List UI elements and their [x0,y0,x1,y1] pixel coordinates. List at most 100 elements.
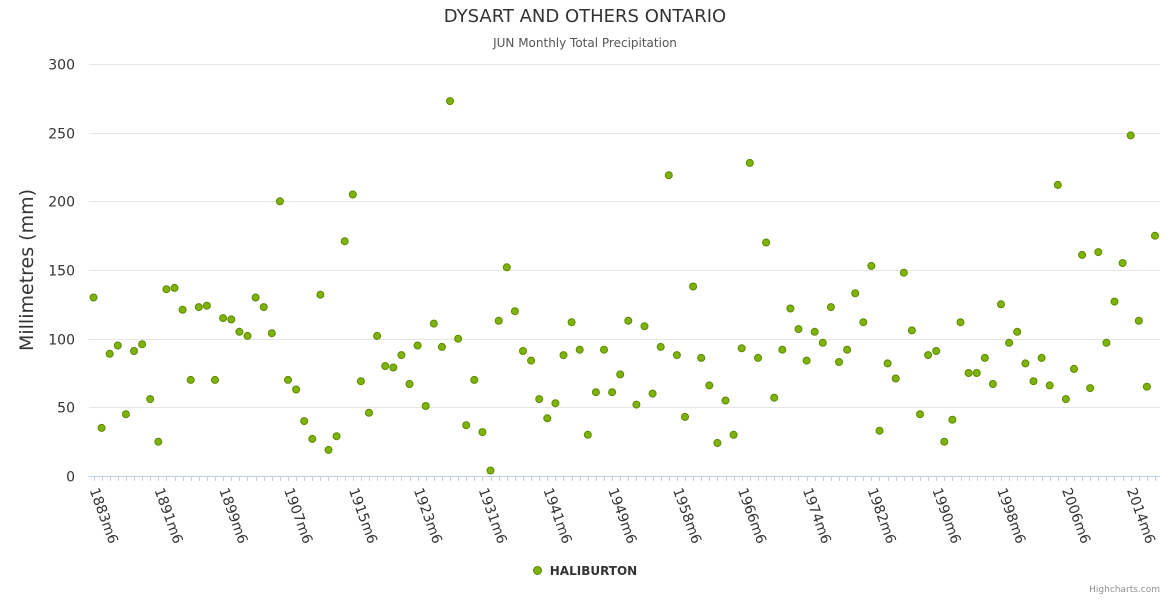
data-point [486,466,495,475]
x-tick-label: 1915m6 [345,486,380,546]
data-point [397,351,406,360]
data-point [519,347,527,355]
data-point [1102,338,1111,347]
data-point [470,375,479,384]
data-point [502,263,511,272]
data-point [624,316,633,325]
data-point [543,414,552,423]
data-point [745,158,754,167]
data-point [1086,384,1095,393]
data-point [1126,131,1135,140]
y-tick-label: 300 [48,58,75,74]
x-tick-label: 1923m6 [410,486,445,546]
x-tick-label: 1883m6 [86,486,121,546]
data-point [97,423,106,432]
data-point [186,375,195,384]
data-point [1045,381,1054,390]
data-point [916,410,924,419]
data-point [964,369,973,377]
data-point [1013,327,1022,336]
data-point [600,345,608,354]
data-point [267,329,276,338]
data-point [121,410,130,419]
data-point [778,345,787,354]
data-point [940,437,949,446]
data-point [737,344,746,353]
data-point [105,349,114,358]
data-point [462,421,471,430]
y-tick-label: 200 [48,195,75,211]
y-axis-title: Millimetres (mm) [16,189,38,351]
data-point [583,430,592,439]
data-point [527,356,536,365]
data-point [899,268,908,277]
legend-label: HALIBURTON [549,564,638,578]
credits-link[interactable]: Highcharts.com [1089,585,1160,595]
data-point [956,318,965,327]
data-point [794,325,803,334]
chart-subtitle: JUN Monthly Total Precipitation [493,36,677,50]
y-tick-label: 100 [48,333,75,349]
data-point [551,399,560,408]
data-point [235,327,244,336]
data-point [859,318,868,327]
data-point [1094,248,1103,257]
legend-marker-icon [532,566,542,575]
data-point [454,334,463,343]
data-point [308,434,317,443]
data-point [616,370,625,379]
data-point [211,375,219,384]
data-point [932,347,941,355]
data-point [1061,395,1070,404]
data-point [170,283,179,292]
data-point [89,293,98,302]
data-point [535,395,544,404]
data-point [478,428,487,437]
data-point [608,388,617,397]
data-point [559,351,568,360]
data-point [729,430,738,439]
data-point [113,341,122,350]
data-point [340,237,349,246]
data-point [1070,364,1078,373]
data-point [300,417,309,426]
data-point [1110,297,1119,306]
data-point [567,318,576,327]
x-tick-label: 1907m6 [280,486,315,546]
data-point [446,97,454,106]
y-tick-label: 250 [48,127,75,143]
data-point [348,190,357,199]
data-point [421,402,430,410]
y-tick-label: 150 [48,264,75,280]
data-point [1005,338,1014,347]
data-point [713,439,722,447]
x-tick-label: 1941m6 [540,486,575,546]
data-point [251,293,260,302]
data-point [194,303,203,312]
data-point [202,301,211,310]
data-point [632,400,641,409]
data-point [648,389,657,398]
data-point [1142,382,1151,391]
data-point [1037,353,1046,362]
data-point [324,445,333,454]
x-tick-label: 1958m6 [669,486,704,546]
data-point [640,322,649,331]
data-point [1029,377,1038,386]
data-point [705,381,714,390]
data-point [130,347,138,355]
data-point [284,375,292,384]
data-point [373,331,382,340]
data-point [429,319,438,328]
data-point [332,432,341,441]
data-point [292,385,301,394]
data-point [510,307,519,316]
y-tick-label: 0 [66,470,75,486]
data-point [219,314,228,323]
data-point [689,282,698,291]
data-point [810,327,819,336]
legend-item-haliburton[interactable]: HALIBURTON [0,564,1170,578]
data-point [907,326,916,335]
data-point [672,351,681,360]
